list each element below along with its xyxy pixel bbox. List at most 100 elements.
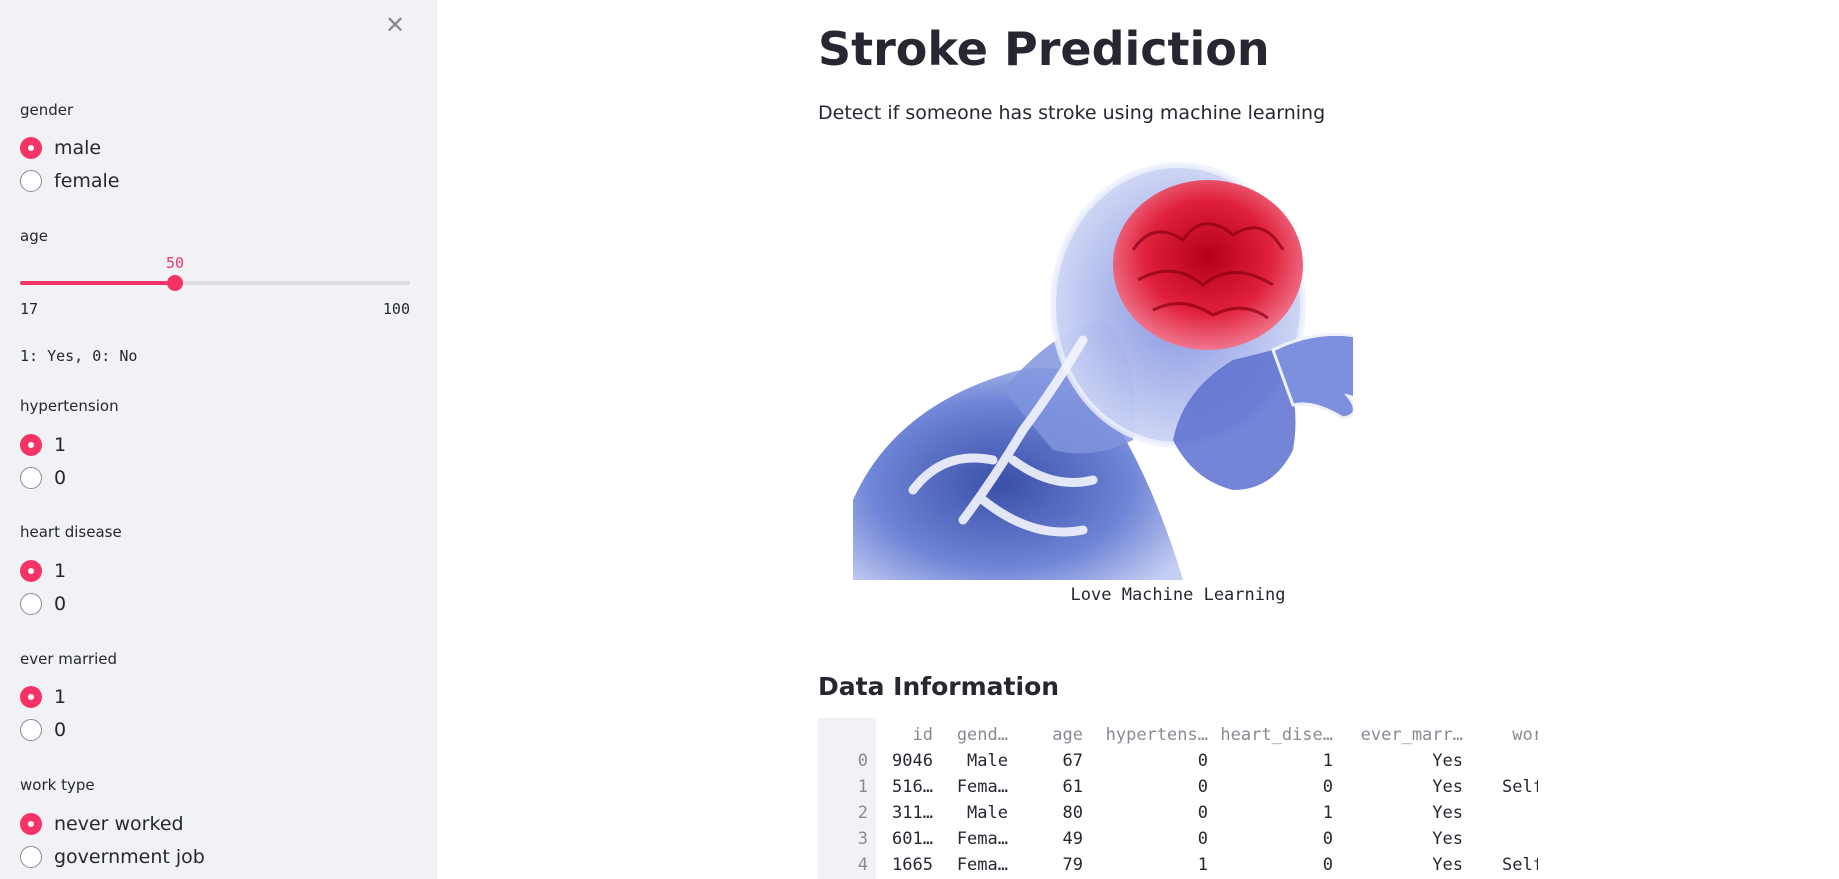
table-cell: 61 [1062, 777, 1083, 797]
table-cell: 1665 [892, 855, 933, 875]
heart-disease-option-1[interactable]: 1 [20, 558, 66, 584]
ever-married-option-label: 1 [54, 686, 67, 708]
table-cell: 601… [892, 829, 933, 849]
table-cell [1473, 748, 1538, 774]
data-table[interactable]: id gend… age hypertens… heart_dise… ever_marr… [818, 718, 1538, 879]
table-row-index: 3 [857, 829, 868, 849]
ever-married-label: ever married [20, 650, 118, 668]
table-cell: 1 [1322, 803, 1333, 823]
brain-xray-image [853, 160, 1353, 580]
table-cell: 0 [1322, 829, 1333, 849]
page-subtitle: Detect if someone has stroke using machi… [818, 102, 1326, 124]
ever-married-option-label: 0 [54, 719, 67, 741]
table-cell: Yes [1432, 803, 1463, 823]
table-cell: 67 [1062, 751, 1083, 771]
table-row-index: 2 [857, 803, 868, 823]
section-title: Data Information [818, 672, 1060, 701]
page-title: Stroke Prediction [818, 22, 1270, 76]
gender-option-male[interactable]: male [20, 135, 101, 161]
radio-selected-icon[interactable] [20, 813, 42, 835]
table-cell: 1 [1322, 751, 1333, 771]
table-cell: 0 [1197, 777, 1208, 797]
table-cell: 9046 [892, 751, 933, 771]
image-caption: Love Machine Learning [1070, 585, 1286, 605]
work-type-option-never-worked[interactable]: never worked [20, 811, 184, 837]
table-cell: 0 [1197, 803, 1208, 823]
age-label: age [20, 227, 48, 245]
heart-disease-option-label: 1 [54, 560, 67, 582]
table-cell: 0 [1322, 777, 1333, 797]
main-content: Stroke Prediction Detect if someone has … [437, 0, 1839, 879]
table-index-column [818, 718, 876, 879]
gender-option-female[interactable]: female [20, 168, 120, 194]
gender-option-label: female [54, 170, 120, 192]
table-header-cell[interactable]: id [912, 725, 933, 745]
table-cell: 0 [1197, 829, 1208, 849]
heart-disease-option-0[interactable]: 0 [20, 591, 66, 617]
hypertension-label: hypertension [20, 397, 119, 415]
ever-married-option-0[interactable]: 0 [20, 717, 66, 743]
table-cell [1473, 800, 1538, 826]
table-cell: Self [1502, 855, 1538, 875]
radio-unselected-icon[interactable] [20, 846, 42, 868]
hypertension-option-1[interactable]: 1 [20, 432, 66, 458]
age-slider-fill [20, 281, 176, 285]
table-header-cell[interactable]: gend… [956, 725, 1008, 745]
hypertension-option-label: 1 [54, 434, 67, 456]
radio-unselected-icon[interactable] [20, 719, 42, 741]
table-cell: Yes [1432, 751, 1463, 771]
table-header-cell[interactable]: heart_dise… [1220, 725, 1333, 745]
table-cell: 0 [1322, 855, 1333, 875]
table-header-cell[interactable]: age [1052, 725, 1083, 745]
table-cell: Male [967, 803, 1008, 823]
table-cell [1473, 826, 1538, 852]
table-cell: 1 [1197, 855, 1208, 875]
legend-text: 1: Yes, 0: No [20, 347, 138, 365]
heart-disease-label: heart disease [20, 523, 122, 541]
hypertension-option-0[interactable]: 0 [20, 465, 66, 491]
work-type-option-government-job[interactable]: government job [20, 844, 205, 870]
age-slider-max: 100 [382, 300, 410, 318]
table-cell: 0 [1197, 751, 1208, 771]
table-row-index: 4 [857, 855, 868, 875]
sidebar: ✕ gender male female age 50 17 100 1: Ye… [0, 0, 437, 879]
table-row-index: 1 [857, 777, 868, 797]
gender-option-label: male [54, 137, 102, 159]
age-slider-min: 17 [20, 300, 39, 318]
table-cell: Fema… [956, 855, 1008, 875]
work-type-option-label: never worked [54, 813, 184, 835]
table-cell: Yes [1432, 829, 1463, 849]
hypertension-option-label: 0 [54, 467, 67, 489]
radio-unselected-icon[interactable] [20, 593, 42, 615]
table-header-cell[interactable]: ever_marr… [1360, 725, 1463, 745]
age-slider-thumb[interactable] [167, 275, 184, 291]
table-cell: 49 [1062, 829, 1083, 849]
table-cell: 311… [892, 803, 933, 823]
brain-xray-illustration [853, 162, 1353, 580]
table-cell: Yes [1432, 777, 1463, 797]
age-slider-value: 50 [166, 254, 185, 272]
radio-selected-icon[interactable] [20, 686, 42, 708]
gender-label: gender [20, 101, 74, 119]
radio-selected-icon[interactable] [20, 560, 42, 582]
heart-disease-option-label: 0 [54, 593, 67, 615]
table-cell: Fema… [956, 829, 1008, 849]
ever-married-option-1[interactable]: 1 [20, 684, 66, 710]
table-header-cell[interactable]: hypertens… [1105, 725, 1208, 745]
radio-unselected-icon[interactable] [20, 170, 42, 192]
close-icon[interactable]: ✕ [384, 11, 406, 39]
table-cell: 80 [1062, 803, 1083, 823]
radio-unselected-icon[interactable] [20, 467, 42, 489]
table-cell: 79 [1062, 855, 1083, 875]
work-type-option-label: government job [54, 846, 205, 868]
radio-selected-icon[interactable] [20, 137, 42, 159]
table-cell: Fema… [956, 777, 1008, 797]
radio-selected-icon[interactable] [20, 434, 42, 456]
work-type-label: work type [20, 776, 95, 794]
table-header-cell[interactable]: wor [1512, 725, 1538, 745]
table-cell: Self [1502, 777, 1538, 797]
age-slider[interactable] [20, 275, 410, 291]
table-body [876, 718, 1538, 879]
table-cell: 516… [892, 777, 933, 797]
